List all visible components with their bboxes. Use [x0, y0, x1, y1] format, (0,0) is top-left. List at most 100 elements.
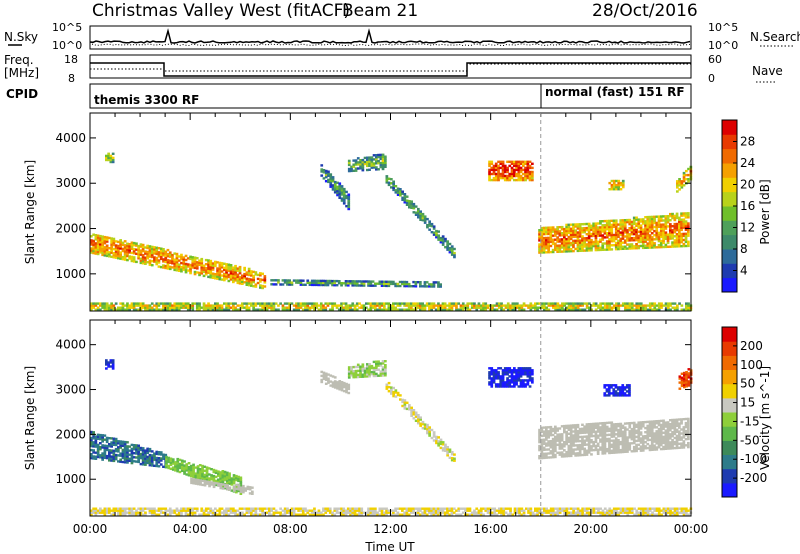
power-cell	[479, 308, 483, 311]
velocity-cell	[194, 466, 198, 469]
power-cell	[612, 219, 616, 222]
cpid-panel: CPID themis 3300 RF normal (fast) 151 RF	[6, 83, 692, 109]
velocity-cell	[108, 437, 111, 440]
power-cell	[121, 308, 125, 311]
velocity-cell	[683, 371, 686, 375]
power-cell	[283, 281, 287, 284]
power-cell	[399, 190, 402, 193]
power-cell	[508, 174, 512, 178]
velocity-cell	[488, 373, 491, 376]
power-cell	[603, 226, 607, 229]
power-cell	[678, 220, 681, 223]
power-cell	[581, 302, 584, 305]
velocity-cell	[90, 448, 93, 452]
power-cell	[367, 280, 370, 283]
power-cell	[644, 220, 647, 223]
power-cell	[259, 304, 262, 307]
power-cell	[526, 160, 530, 163]
velocity-cell	[680, 442, 683, 445]
power-cell	[675, 239, 679, 242]
power-cell	[540, 304, 544, 307]
power-cell	[510, 172, 514, 176]
velocity-cell	[130, 443, 134, 447]
velocity-cell	[121, 509, 125, 512]
power-cell	[475, 306, 479, 309]
power-cell	[664, 227, 668, 230]
power-cell	[119, 302, 122, 305]
power-cell	[617, 233, 620, 236]
power-cell	[378, 304, 382, 307]
power-cell	[680, 234, 683, 238]
power-cell	[162, 308, 165, 311]
power-cell	[630, 233, 634, 236]
power-cell	[687, 222, 690, 225]
power-cell	[608, 238, 611, 241]
velocity-cell	[547, 432, 550, 435]
power-cell	[99, 302, 102, 305]
power-cell	[578, 233, 582, 236]
power-cell	[558, 306, 562, 309]
power-cell	[218, 267, 222, 271]
velocity-cell	[192, 471, 195, 474]
power-cell	[288, 281, 291, 284]
velocity-cell	[165, 464, 168, 467]
power-cell	[574, 302, 578, 305]
velocity-cell	[426, 429, 429, 433]
power-cell	[195, 261, 199, 264]
power-cell	[632, 239, 636, 242]
power-cell	[405, 284, 409, 288]
velocity-cell	[617, 447, 620, 450]
power-cell	[195, 263, 199, 266]
velocity-cell	[662, 439, 665, 443]
power-cell	[263, 277, 267, 280]
power-cell	[214, 275, 217, 278]
power-cell	[563, 302, 566, 305]
date-label: 28/Oct/2016	[592, 1, 698, 21]
velocity-cell	[540, 434, 544, 438]
power-cell	[268, 304, 271, 307]
velocity-cell	[366, 365, 369, 368]
velocity-cell	[105, 511, 109, 514]
power-cell	[601, 226, 605, 229]
velocity-cell	[583, 427, 586, 430]
velocity-cell	[612, 441, 616, 444]
velocity-cell	[189, 468, 193, 472]
velocity-cell	[322, 371, 326, 374]
power-cell	[105, 246, 109, 249]
velocity-cell	[594, 440, 598, 444]
velocity-cell	[176, 464, 180, 467]
power-cell	[315, 306, 319, 309]
power-cell	[153, 258, 156, 261]
power-cell	[621, 227, 625, 230]
power-cell	[139, 308, 143, 311]
velocity-cell	[583, 435, 586, 438]
power-cell	[499, 174, 503, 178]
velocity-cell	[657, 446, 661, 449]
power-cell	[340, 302, 343, 305]
velocity-cell	[623, 438, 627, 441]
velocity-cell	[657, 434, 661, 437]
power-cell	[608, 242, 611, 245]
power-cell	[669, 302, 672, 305]
power-cell	[227, 306, 231, 309]
velocity-cell	[607, 384, 611, 387]
velocity-cell	[678, 438, 681, 441]
velocity-cell	[625, 390, 629, 393]
power-cell	[563, 248, 566, 251]
power-cell	[513, 178, 516, 182]
velocity-cell	[655, 448, 659, 451]
power-cell	[153, 252, 156, 255]
power-cell	[678, 232, 681, 236]
power-cell	[353, 304, 357, 307]
velocity-cell	[146, 451, 149, 454]
power-cell	[168, 259, 172, 262]
velocity-cell	[614, 433, 618, 436]
velocity-cell	[421, 427, 425, 430]
velocity-cell	[554, 437, 557, 441]
power-cell	[130, 251, 134, 255]
power-cell	[466, 304, 470, 307]
velocity-cell	[105, 438, 109, 442]
power-cell	[376, 282, 379, 285]
velocity-cell	[214, 483, 218, 487]
power-cell	[216, 261, 219, 264]
